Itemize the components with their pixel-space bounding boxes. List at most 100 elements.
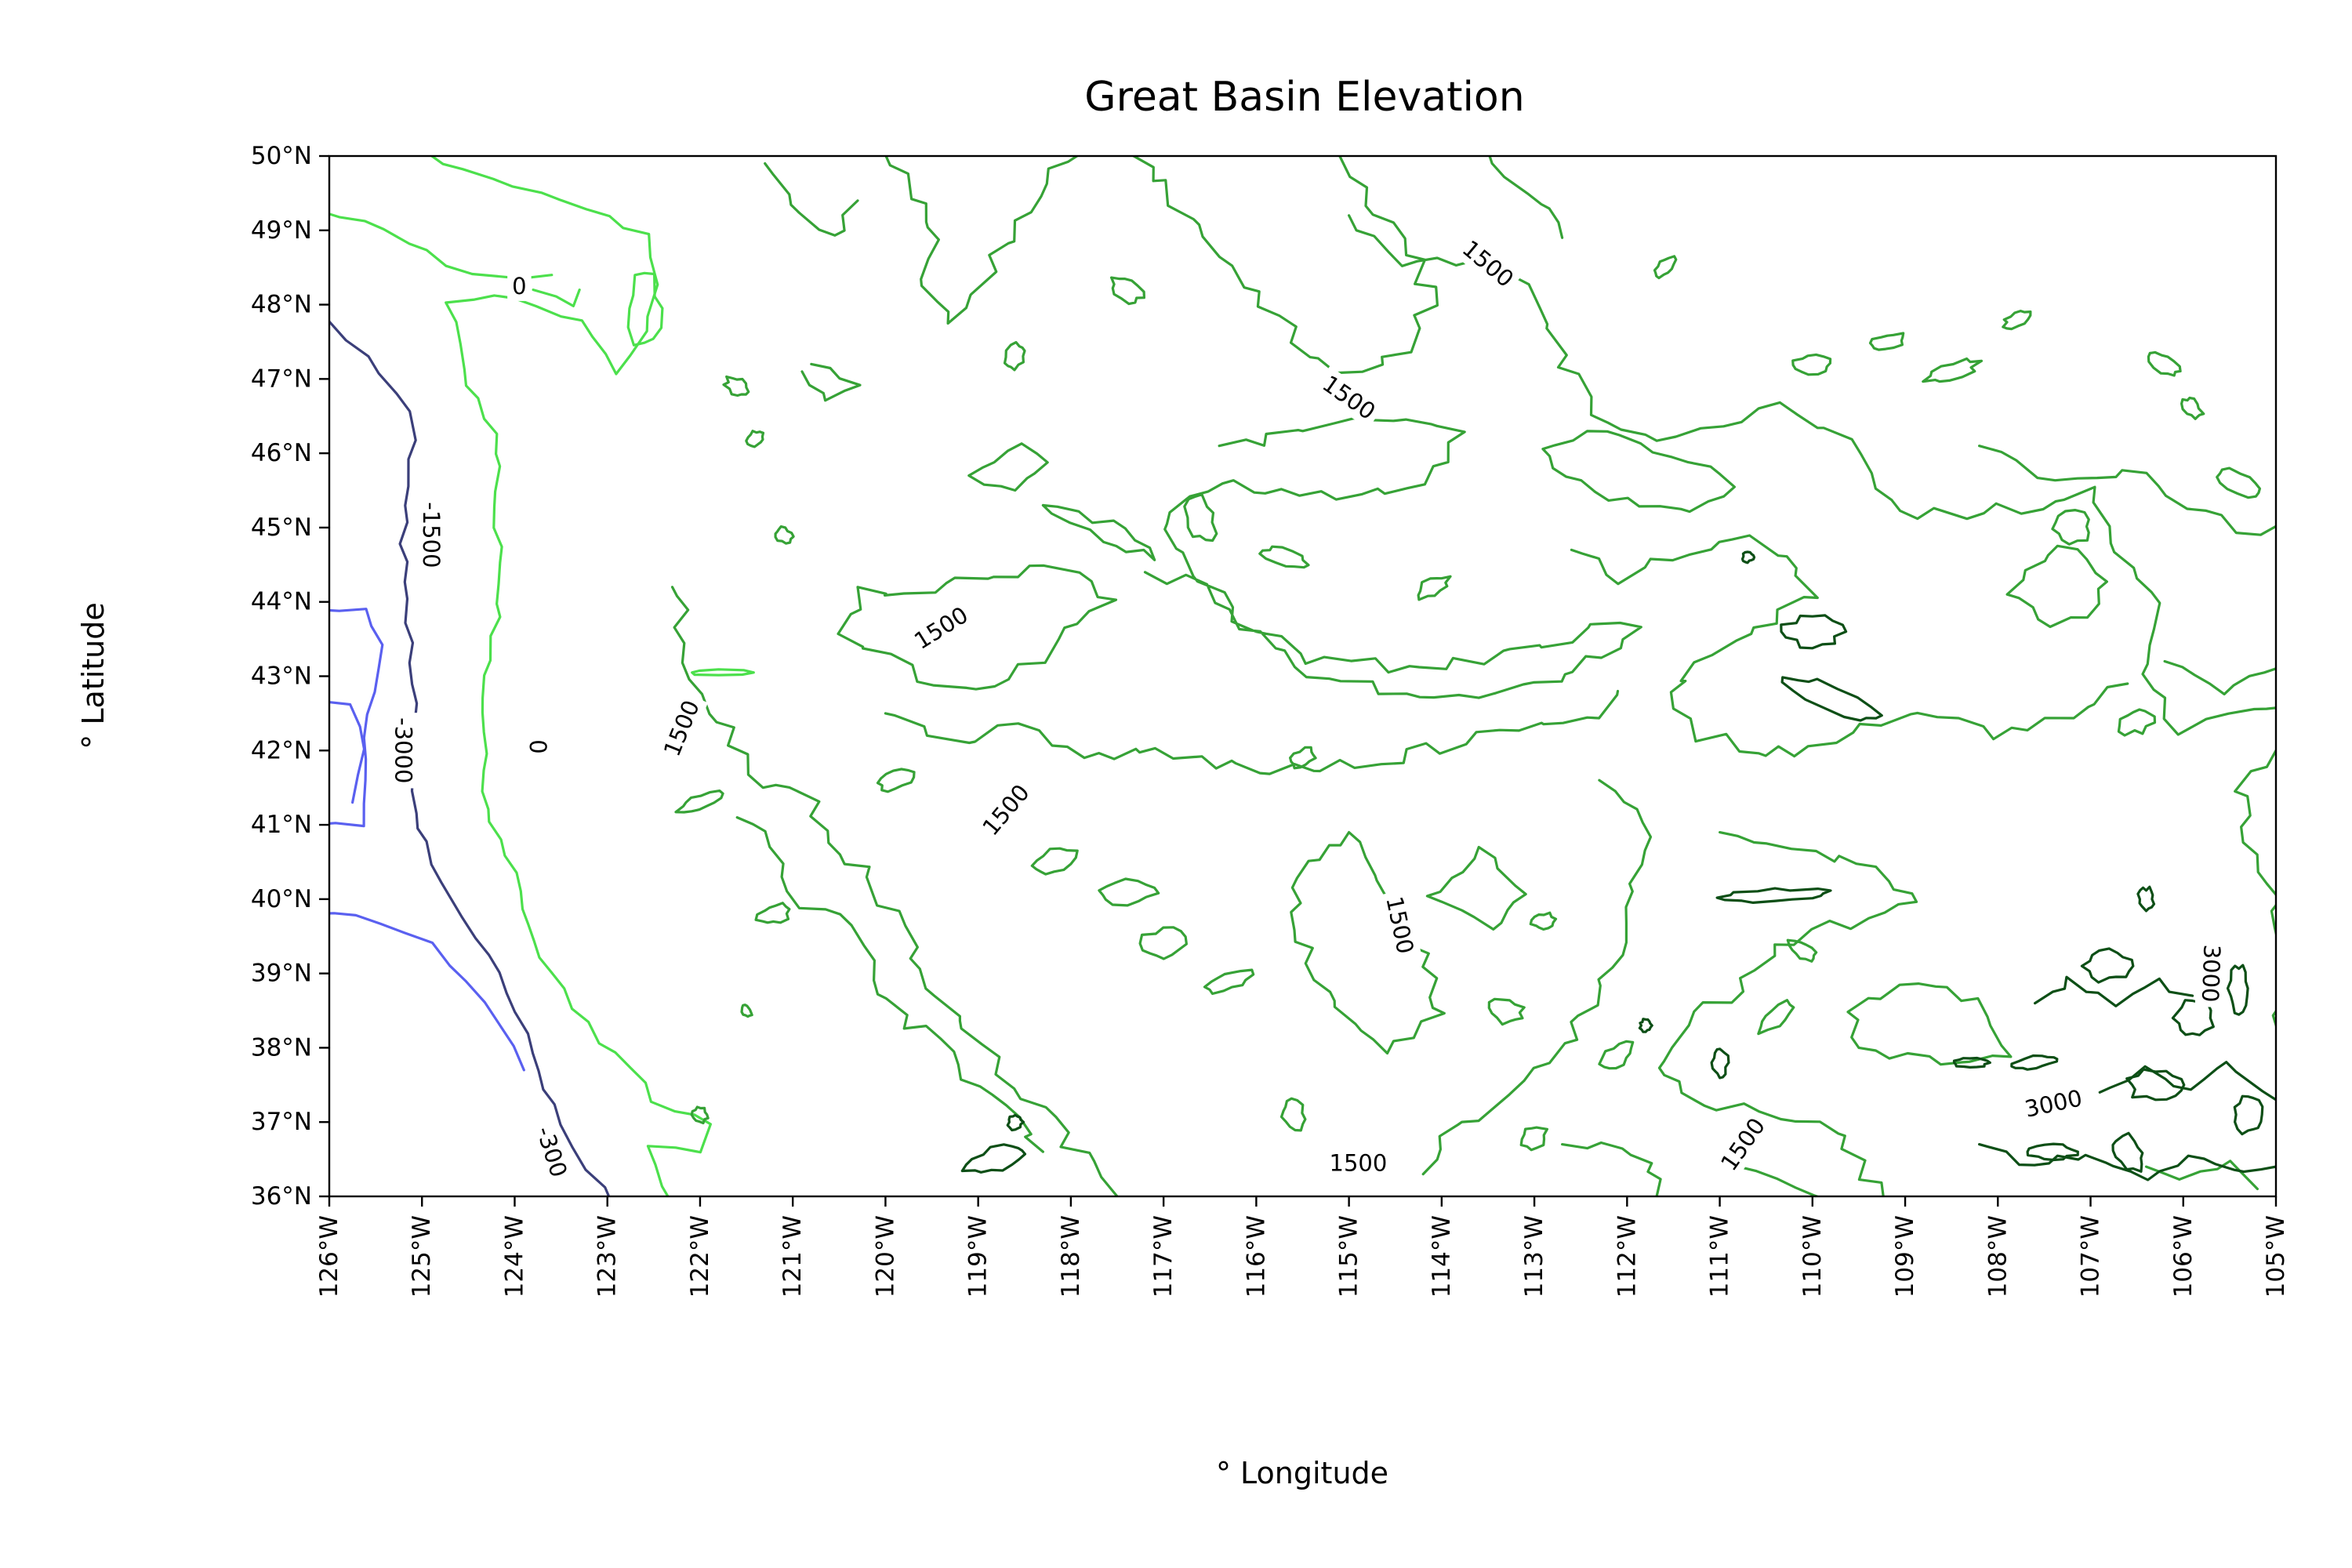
contour-line: [884, 689, 1620, 775]
contour-label-gap: [2017, 1081, 2090, 1126]
contour-line: [1417, 575, 1452, 601]
x-tick-label: 117°W: [1149, 1215, 1178, 1298]
contour-label-gap: [416, 497, 447, 573]
contour-line: [876, 768, 916, 793]
x-tick-label: 105°W: [2262, 1215, 2290, 1298]
contour-line-minus1500: [329, 319, 611, 1196]
contour-label-gap: [972, 775, 1040, 846]
contour-line: [1978, 1143, 2276, 1181]
contour-label-gap: [904, 597, 978, 659]
contour-line: [2234, 749, 2276, 1062]
y-tick-label: 45°N: [251, 514, 312, 542]
contour-line-0: [532, 289, 581, 307]
contour-line: [800, 362, 862, 402]
contour-line: [2147, 350, 2182, 377]
y-tick-label: 48°N: [251, 291, 312, 319]
contour-line-minus3000: [329, 700, 366, 804]
contour-line: [2111, 1131, 2144, 1173]
x-tick-label: 111°W: [1706, 1215, 1734, 1298]
x-tick-label: 123°W: [593, 1215, 622, 1298]
y-axis: 36°N 37°N 38°N 39°N 40°N 41°N 42°N 43°N 44°N 45°N…: [251, 142, 329, 1210]
x-tick-label: 118°W: [1057, 1215, 1085, 1298]
contour-line: [1183, 493, 1218, 543]
x-tick-label: 115°W: [1335, 1215, 1363, 1298]
plot-area: 00-1500-3000-300150015001500150015001500…: [328, 154, 2278, 1198]
contour-line: [1519, 1126, 1548, 1152]
contour-label: 1500: [909, 601, 973, 655]
contour-line: [1425, 845, 1527, 931]
y-axis-label: ° Latitude: [76, 602, 111, 749]
contour-line: [1786, 938, 1818, 963]
contour-line-0: [691, 668, 755, 677]
contour-line: [722, 375, 750, 397]
contour-line: [967, 442, 1049, 492]
contour-label: -3000: [390, 717, 417, 783]
x-tick-label: 112°W: [1613, 1215, 1641, 1298]
contour-line: [2080, 947, 2135, 984]
contour-line: [1561, 1141, 1662, 1196]
contour-line: [1715, 887, 1832, 904]
x-tick-label: 126°W: [315, 1215, 343, 1298]
contour-line: [1131, 156, 1439, 375]
contour-line: [2163, 659, 2276, 695]
y-tick-label: 40°N: [251, 885, 312, 913]
contour-label: 3000: [2197, 944, 2226, 1003]
contour-line: [745, 430, 765, 448]
contour-label-gap: [655, 691, 708, 765]
contour-line: [1710, 1047, 1730, 1080]
contour-line: [2216, 466, 2261, 499]
contour-line: [690, 1105, 710, 1125]
contour-line: [1203, 968, 1255, 996]
contour-line: [1110, 276, 1145, 306]
plot-frame: [328, 154, 2278, 1198]
contour-line: [1541, 430, 1736, 514]
contour-line: [1653, 255, 1678, 280]
x-tick-label: 116°W: [1242, 1215, 1270, 1298]
contour-line: [1529, 911, 1558, 931]
y-tick-label: 44°N: [251, 588, 312, 616]
contour-label: 1500: [1329, 1149, 1387, 1176]
contour-line: [2117, 708, 2157, 737]
x-tick-label: 107°W: [2077, 1215, 2105, 1298]
contour-line: [837, 564, 1118, 691]
contour-line: [960, 1143, 1027, 1174]
contour-label: 0: [512, 273, 526, 299]
contour-line: [774, 525, 795, 545]
contour-line: [2180, 396, 2205, 420]
contour-line: [1868, 332, 1905, 351]
contour-line: [1289, 746, 1317, 770]
contour-line: [1657, 831, 1918, 1196]
contour-line: [1290, 831, 1446, 1055]
contour-line: [1737, 1165, 1821, 1196]
x-tick-label: 120°W: [871, 1215, 899, 1298]
contour-line: [2098, 1061, 2276, 1102]
x-tick-label: 106°W: [2169, 1215, 2198, 1298]
y-tick-label: 37°N: [251, 1108, 312, 1136]
y-tick-label: 42°N: [251, 736, 312, 764]
contour-line: [1846, 982, 2013, 1066]
contour-line: [1922, 357, 1983, 383]
contour-label-gap: [1324, 1148, 1392, 1178]
contour-line: [1138, 926, 1188, 960]
contour-line: [740, 1004, 753, 1018]
y-tick-label: 46°N: [251, 439, 312, 467]
contour-label-gap: [1452, 230, 1524, 297]
contour-line: [1570, 534, 2129, 758]
contour-line: [1978, 445, 2276, 536]
contour-line: [1791, 353, 1832, 376]
contour-line: [2144, 1160, 2259, 1191]
contour-label-gap: [1711, 1108, 1775, 1181]
y-tick-label: 39°N: [251, 960, 312, 988]
contour-line: [1279, 1097, 1307, 1132]
contour-label-gap: [528, 1118, 575, 1185]
contour-label-gap: [2194, 939, 2227, 1008]
contour-label-gap: [388, 713, 419, 789]
contour-line: [1030, 847, 1079, 876]
contour-label: 3000: [2023, 1084, 2085, 1123]
contour-label: 1500: [1381, 894, 1419, 956]
contour-label-gap: [507, 270, 532, 301]
x-tick-label: 125°W: [408, 1215, 436, 1298]
contour-line: [1487, 997, 1526, 1026]
contour-line: [1143, 417, 1642, 699]
contour-line: [2226, 964, 2249, 1016]
